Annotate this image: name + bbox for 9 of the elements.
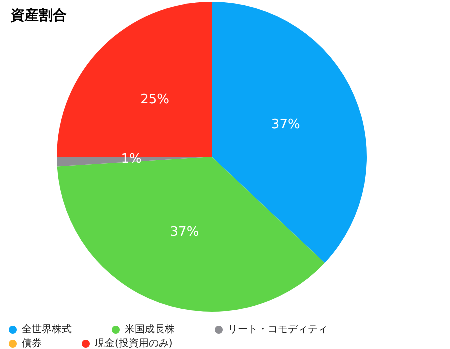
data-label: 37% — [271, 118, 300, 133]
legend-label: リート・コモディティ — [228, 324, 328, 336]
legend-label: 債券 — [22, 338, 42, 349]
data-label: 25% — [140, 92, 170, 108]
legend-label: 米国成長株 — [125, 324, 175, 336]
legend-label: 全世界株式 — [22, 324, 72, 336]
data-label: 37% — [170, 225, 200, 240]
chart-title: 資産割合 — [10, 7, 67, 24]
legend-label: 現金(投資用のみ) — [95, 338, 173, 349]
